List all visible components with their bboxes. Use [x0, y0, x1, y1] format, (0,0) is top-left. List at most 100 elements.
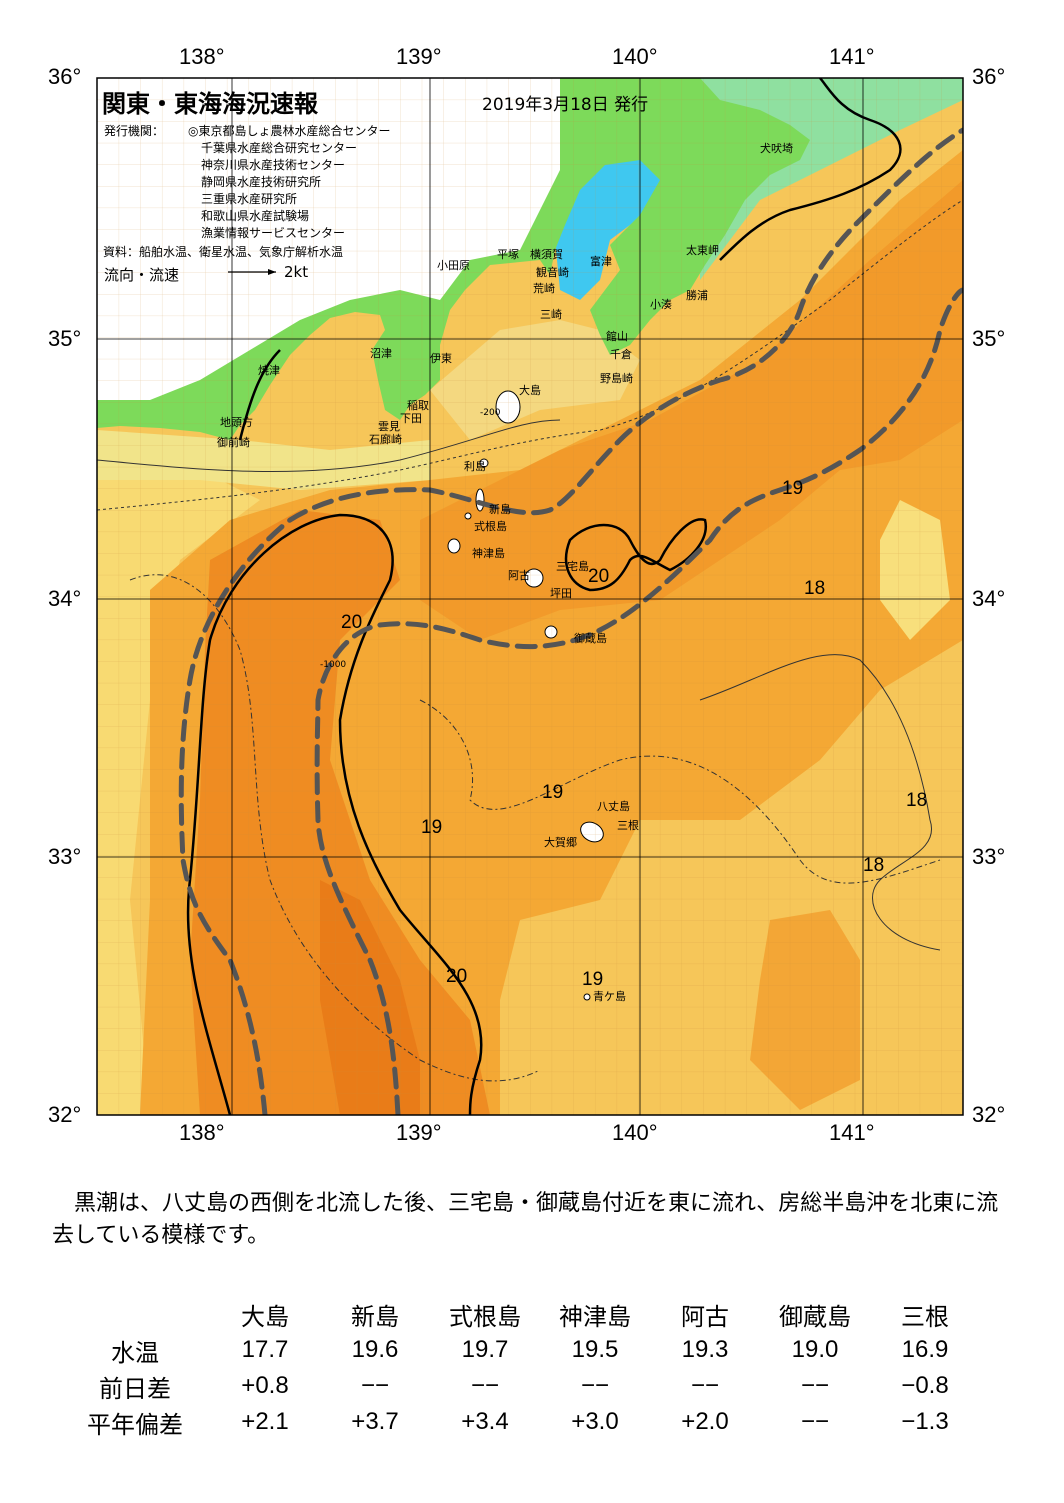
- place-irozaki: 石廊崎: [369, 433, 402, 446]
- table-cell: +2.1: [241, 1408, 289, 1435]
- lat-tick-33-right: 33°: [972, 844, 1006, 869]
- lon-tick-141-bottom: 141°: [829, 1120, 875, 1145]
- place-inubosaki: 犬吠埼: [760, 142, 793, 155]
- kuroshio-axis-outer: [178, 127, 963, 1115]
- isobath-1000: [129, 574, 541, 1082]
- lon-tick-138-bottom: 138°: [179, 1120, 225, 1145]
- place-mitsune: 三根: [617, 819, 639, 832]
- row-label: 平年偏差: [87, 1410, 183, 1439]
- isotherm-label: 20: [341, 612, 363, 633]
- table-cell: −−: [580, 1372, 610, 1399]
- table-cell: 19.3: [681, 1336, 729, 1363]
- issuer-3: 神奈川県水産技術センター: [201, 158, 346, 172]
- place-kannonzaki: 観音崎: [536, 266, 569, 279]
- place-jitogata: 地頭方: [220, 416, 253, 429]
- row-label: 前日差: [99, 1374, 171, 1403]
- table-cell: −1.3: [901, 1408, 949, 1435]
- lat-tick-36-right: 36°: [972, 64, 1006, 89]
- table-cell: −0.8: [901, 1372, 949, 1399]
- place-futtsu: 富津: [590, 255, 612, 268]
- isotherm-label: 19: [782, 478, 804, 499]
- lat-tick-32-left: 32°: [48, 1102, 82, 1127]
- legend-speed-label: 2kt: [284, 263, 309, 281]
- lat-tick-35-right: 35°: [972, 326, 1006, 351]
- place-kominato: 小湊: [650, 298, 672, 311]
- isotherm-label: 18: [804, 578, 826, 599]
- place-tateyama: 館山: [606, 330, 628, 343]
- legend-flow-label: 流向・流速: [104, 266, 180, 284]
- isotherm-thin-east: [699, 654, 941, 951]
- table-cell: +3.0: [571, 1408, 619, 1435]
- place-tsubota: 坪田: [550, 587, 572, 600]
- isotherm-thin: [97, 419, 561, 473]
- table-row: 平年偏差 +2.1 +3.7 +3.4 +3.0 +2.0 −− −1.3: [60, 1404, 980, 1440]
- table-cell: +2.0: [681, 1408, 729, 1435]
- table-cell: +0.8: [241, 1372, 289, 1399]
- place-inatori: 稲取: [407, 399, 429, 412]
- place-hachijojima: 八丈島: [597, 800, 630, 813]
- table-cell: −−: [470, 1372, 500, 1399]
- isotherm-label: 19: [542, 782, 564, 803]
- place-nojimazaki: 野島崎: [600, 372, 633, 385]
- place-oshima: 大島: [519, 384, 541, 397]
- col-niijima: 新島: [351, 1302, 399, 1331]
- place-arasaki: 荒崎: [533, 282, 555, 295]
- legend-arrowhead: [268, 269, 276, 275]
- isobath-1000-east: [419, 699, 941, 884]
- lat-tick-32-right: 32°: [972, 1102, 1006, 1127]
- isobath-label: -200: [480, 408, 501, 418]
- summary-text: 黒潮は、八丈島の西側を北流した後、三宅島・御蔵島付近を東に流れ、房総半島沖を北東…: [52, 1191, 999, 1248]
- place-shikinejima: 式根島: [474, 520, 507, 533]
- table-cell: +3.7: [351, 1408, 399, 1435]
- lon-tick-139-bottom: 139°: [396, 1120, 442, 1145]
- col-mitsune: 三根: [901, 1302, 949, 1331]
- table-cell: +3.4: [461, 1408, 509, 1435]
- table-cell: −−: [690, 1372, 720, 1399]
- lat-tick-36-left: 36°: [48, 64, 82, 89]
- place-odawara: 小田原: [437, 259, 470, 272]
- lat-tick-34-left: 34°: [48, 586, 82, 611]
- data-sources: 資料：船舶水温、衛星水温、気象庁解析水温: [103, 245, 344, 259]
- place-omaezaki: 御前崎: [217, 436, 250, 449]
- place-ako: 阿古: [508, 569, 530, 582]
- lon-tick-140-top: 140°: [612, 44, 658, 69]
- place-aogashima: 青ケ島: [593, 990, 626, 1003]
- isotherm-label: 18: [863, 855, 885, 876]
- col-ako: 阿古: [681, 1302, 729, 1331]
- place-kumomi: 雲見: [378, 420, 400, 433]
- issuer-5: 三重県水産研究所: [201, 192, 298, 206]
- issuer-2: 千葉県水産総合研究センター: [201, 141, 358, 155]
- place-miyakejima: 三宅島: [556, 560, 589, 573]
- place-toshima: 利島: [464, 460, 486, 473]
- place-mikurajima: 御蔵島: [574, 632, 607, 645]
- isotherm-label: 19: [421, 817, 443, 838]
- table-cell: −−: [360, 1372, 390, 1399]
- col-oshima: 大島: [241, 1302, 289, 1331]
- row-label: 水温: [111, 1338, 159, 1367]
- col-mikurajima: 御蔵島: [779, 1302, 851, 1331]
- place-yokosuka: 横須賀: [530, 248, 563, 261]
- table-cell: −−: [800, 1372, 830, 1399]
- lon-tick-141-top: 141°: [829, 44, 875, 69]
- isotherm-label: 20: [588, 566, 610, 587]
- lat-tick-35-left: 35°: [48, 326, 82, 351]
- table-cell: 19.6: [351, 1336, 399, 1363]
- map-frame: [96, 77, 964, 1116]
- isobath-label: -1000: [320, 660, 347, 670]
- sea-temperature-map: [96, 77, 964, 1116]
- lon-tick-139-top: 139°: [396, 44, 442, 69]
- place-misaki: 三崎: [540, 308, 562, 321]
- lon-tick-138-top: 138°: [179, 44, 225, 69]
- place-ito: 伊東: [430, 352, 452, 365]
- kuroshio-axis-inner: [314, 287, 963, 1115]
- isotherm-20-miyake: [564, 518, 708, 592]
- issuer-7: 漁業情報サービスセンター: [201, 226, 346, 240]
- issuers-label: 発行機関：: [104, 124, 165, 138]
- table-row: 水温 17.7 19.6 19.7 19.5 19.3 19.0 16.9: [60, 1332, 980, 1368]
- isotherm-18-coast: [238, 78, 902, 441]
- col-kozushima: 神津島: [559, 1302, 631, 1331]
- table-cell: −−: [800, 1408, 830, 1435]
- isotherm-label: 18: [906, 790, 928, 811]
- place-chikura: 千倉: [610, 348, 632, 361]
- table-cell: 17.7: [241, 1336, 289, 1363]
